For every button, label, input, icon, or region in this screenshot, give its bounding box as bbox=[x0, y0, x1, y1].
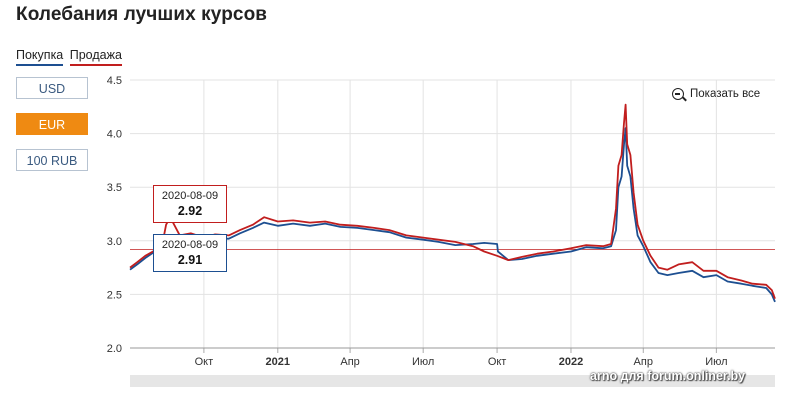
chart-title: Колебания лучших курсов bbox=[16, 4, 268, 25]
x-tick-label-7: Июл bbox=[705, 356, 727, 368]
currency-rub-button[interactable]: 100 RUB bbox=[16, 149, 88, 171]
currency-eur-button[interactable]: EUR bbox=[16, 113, 88, 135]
x-tick-label-5: 2022 bbox=[559, 356, 583, 368]
tooltip-buy-date: 2020-08-09 bbox=[161, 239, 219, 251]
tooltip-sell-date: 2020-08-09 bbox=[161, 190, 219, 202]
y-tick-label-1: 2.5 bbox=[107, 289, 122, 301]
tooltip-buy-value: 2.91 bbox=[177, 253, 203, 267]
x-tick-label-3: Июл bbox=[412, 356, 434, 368]
y-tick-label-2: 3.0 bbox=[107, 236, 122, 248]
x-tick-label-2: Апр bbox=[340, 356, 359, 368]
x-tick-label-0: Окт bbox=[195, 356, 214, 368]
navigator-scrollbar[interactable] bbox=[130, 375, 775, 387]
tooltip-buy: 2020-08-09 2.91 bbox=[153, 234, 227, 272]
legend-sell[interactable]: Продажа bbox=[69, 48, 122, 66]
x-tick-label-6: Апр bbox=[634, 356, 653, 368]
y-tick-label-3: 3.5 bbox=[107, 182, 122, 194]
tooltip-sell: 2020-08-09 2.92 bbox=[153, 185, 227, 223]
x-tick-label-1: 2021 bbox=[266, 356, 290, 368]
tooltip-sell-value: 2.92 bbox=[177, 204, 203, 218]
x-tick-label-4: Окт bbox=[488, 356, 507, 368]
watermark: arno для forum.onliner.by bbox=[590, 369, 746, 383]
y-tick-label-5: 4.5 bbox=[107, 75, 122, 87]
x-axis: Окт 2021 Апр Июл Окт 2022 Апр Июл bbox=[130, 347, 775, 368]
y-tick-label-4: 4.0 bbox=[107, 129, 122, 141]
zoom-out-icon bbox=[672, 88, 684, 100]
reset-zoom-button[interactable]: Показать все bbox=[672, 88, 760, 100]
legend: Покупка Продажа bbox=[16, 48, 125, 66]
y-axis: 2.0 2.5 3.0 3.5 4.0 4.5 bbox=[107, 75, 122, 355]
y-tick-label-0: 2.0 bbox=[107, 343, 122, 355]
legend-buy[interactable]: Покупка bbox=[16, 48, 64, 66]
currency-usd-button[interactable]: USD bbox=[16, 77, 88, 99]
reset-zoom-label: Показать все bbox=[690, 88, 761, 100]
